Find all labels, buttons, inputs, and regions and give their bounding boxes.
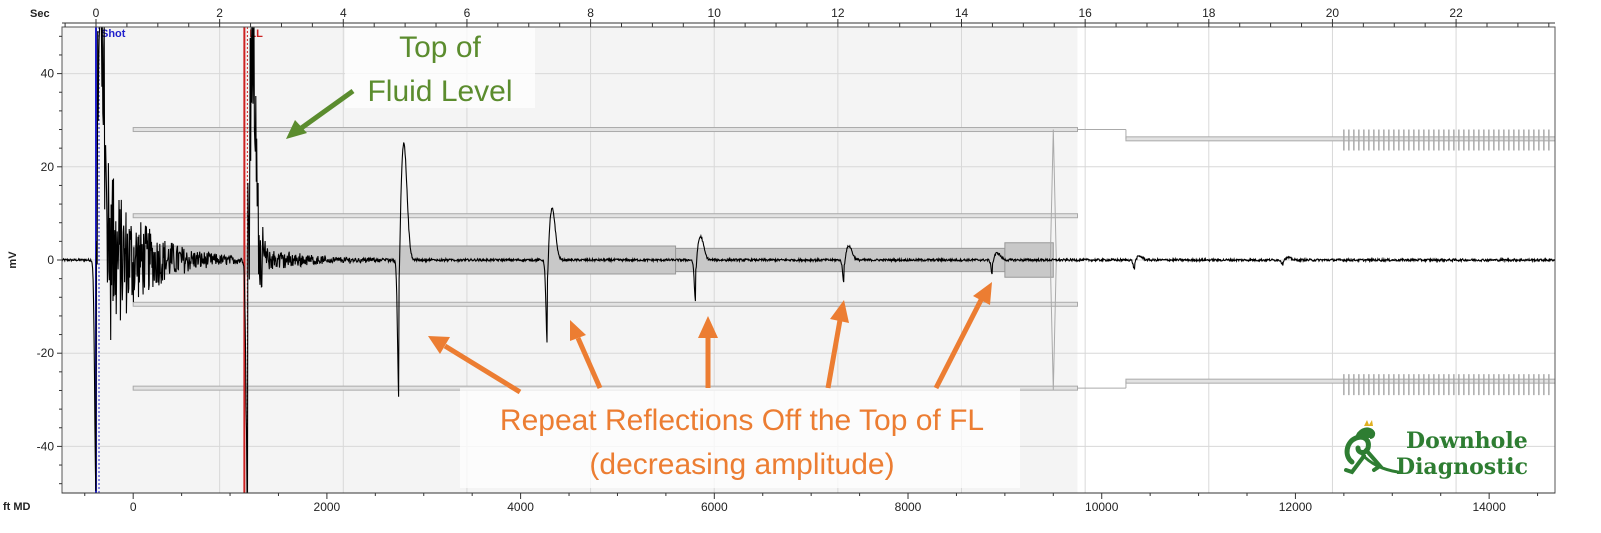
bottom-axis-tick-label: 4000	[507, 500, 534, 514]
annotation-repeat-line1: Repeat Reflections Off the Top of FL	[500, 404, 984, 437]
logo-text-line2: Diagnostic	[1396, 454, 1528, 480]
bottom-axis-tick-label: 2000	[314, 500, 341, 514]
top-axis-tick-label: 22	[1449, 6, 1463, 20]
top-axis-tick-label: 20	[1326, 6, 1340, 20]
top-axis-tick-label: 10	[708, 6, 722, 20]
downhole-diagnostic-logo: Downhole Diagnostic	[1344, 420, 1528, 480]
y-axis: 40 20 0 -20 -40	[37, 35, 62, 485]
trace-polyline	[61, 26, 1556, 494]
tubing-wall-line	[1125, 136, 1556, 142]
arrow-reflection-2-head	[570, 320, 586, 341]
arrow-reflection-1-head	[428, 336, 450, 354]
casing-wall-line	[132, 213, 1079, 219]
top-axis-unit-label: Sec	[30, 8, 50, 20]
y-axis-unit-label: mV	[7, 251, 19, 269]
annotation-top-of-fluid-line2: Fluid Level	[367, 75, 512, 108]
top-axis-tick-label: 6	[464, 6, 471, 20]
arrow-reflection-4-head	[830, 300, 849, 323]
arrow-reflection-4	[825, 319, 843, 389]
top-axis: 0 2 4 6 8 10 12 14 16 18 20 22	[62, 6, 1555, 27]
arrow-reflection-5	[933, 296, 985, 390]
top-axis-tick-label: 8	[587, 6, 594, 20]
y-axis-tick-label: 0	[47, 253, 54, 267]
bottom-axis-tick-label: 8000	[895, 500, 922, 514]
casing-wall-line	[132, 127, 1079, 133]
y-axis-tick-label: 20	[41, 160, 55, 174]
annotation-backdrop-top	[345, 28, 535, 108]
top-axis-tick-label: 2	[216, 6, 223, 20]
bottom-axis-tick-label: 6000	[701, 500, 728, 514]
annotation-repeat-line2: (decreasing amplitude)	[589, 448, 894, 481]
annotation-layer: Top of Fluid Level Repeat Reflections Of…	[286, 28, 1020, 488]
bottom-axis-tick-label: 10000	[1085, 500, 1119, 514]
top-axis-tick-label: 16	[1078, 6, 1092, 20]
tubing-wall-line	[1125, 378, 1556, 384]
arrow-reflection-1	[443, 343, 522, 395]
top-axis-tick-label: 0	[93, 6, 100, 20]
bottom-axis-unit-label: ft MD	[3, 501, 31, 513]
bottom-axis-tick-label: 12000	[1279, 500, 1313, 514]
arrow-reflection-3-head	[698, 316, 718, 338]
top-axis-tick-label: 4	[340, 6, 347, 20]
bottom-axis: 0 2000 4000 6000 8000 10000 12000 14000	[62, 492, 1555, 514]
arrow-reflection-5-head	[973, 282, 992, 305]
top-axis-tick-label: 14	[955, 6, 969, 20]
arrow-reflection-2	[575, 336, 603, 390]
acoustic-trace	[61, 26, 1556, 494]
top-axis-tick-label: 12	[831, 6, 845, 20]
y-axis-tick-label: 40	[41, 67, 55, 81]
y-axis-tick-label: -20	[37, 346, 55, 360]
top-axis-tick-label: 18	[1202, 6, 1216, 20]
bottom-axis-tick-label: 0	[130, 500, 137, 514]
arrow-fluid-level	[298, 88, 355, 132]
annotation-top-of-fluid-line1: Top of	[399, 31, 481, 64]
marker-label: Shot	[101, 28, 126, 40]
casing-end-marker	[1049, 129, 1057, 391]
logo-text-line1: Downhole	[1406, 428, 1528, 454]
annotation-backdrop-bottom	[460, 388, 1020, 488]
y-axis-tick-label: -40	[37, 439, 55, 453]
casing-wall-line	[132, 301, 1079, 307]
arrow-fluid-level-head	[286, 120, 307, 139]
bottom-axis-tick-label: 14000	[1472, 500, 1506, 514]
lizard-logo-icon	[1344, 420, 1400, 475]
